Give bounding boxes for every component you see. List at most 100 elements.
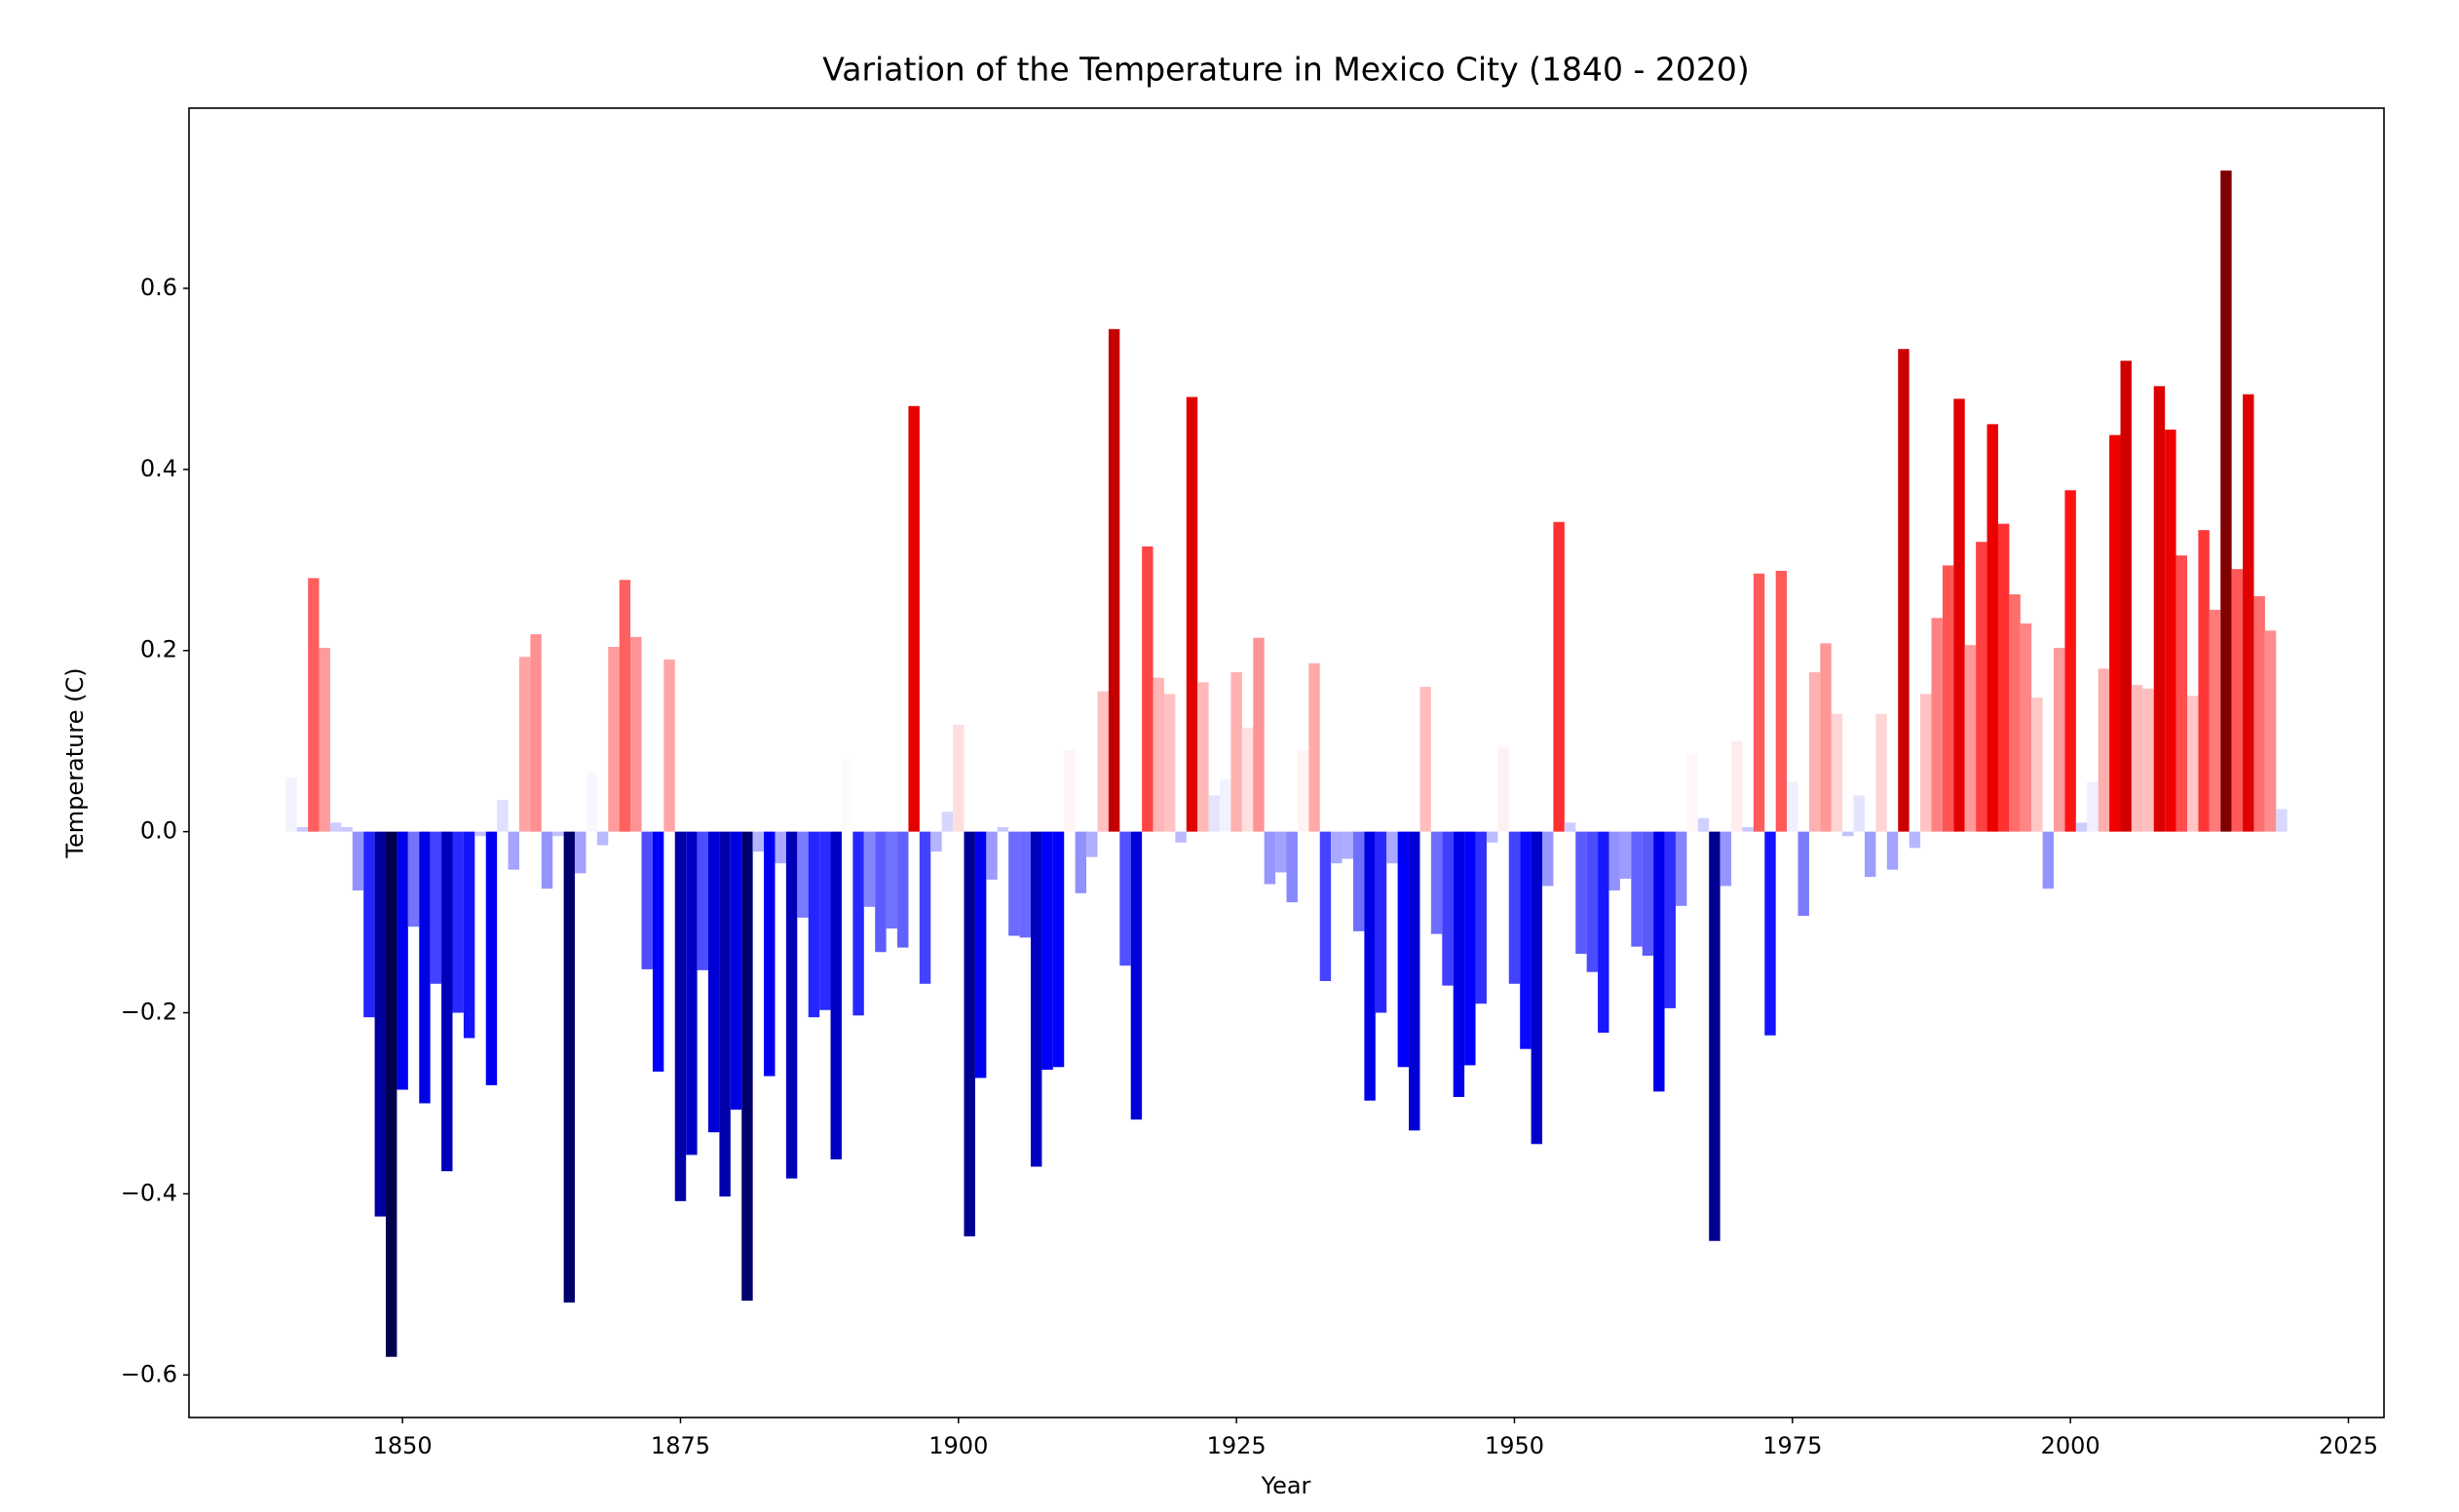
bar: [1186, 397, 1198, 832]
bar: [1808, 672, 1821, 832]
bar: [619, 580, 631, 832]
bar: [541, 831, 553, 889]
bar: [2253, 595, 2265, 832]
bar: [775, 831, 786, 864]
bar: [2243, 394, 2254, 832]
bar: [1720, 831, 1732, 887]
bar: [1542, 831, 1554, 887]
y-tick-label: −0.2: [121, 999, 177, 1026]
bar: [663, 660, 675, 832]
bar: [941, 812, 954, 832]
bar: [1709, 831, 1721, 1241]
bar: [2120, 360, 2132, 832]
bar: [1886, 831, 1899, 870]
bar: [1175, 831, 1187, 843]
bar: [1197, 682, 1209, 832]
bar: [1764, 831, 1776, 1036]
bar: [1264, 831, 1276, 885]
x-tick-label: 1850: [373, 1432, 433, 1459]
bar: [329, 822, 342, 832]
bar: [1163, 694, 1176, 832]
bar: [1108, 328, 1120, 832]
bar: [1675, 831, 1687, 906]
bar: [1831, 713, 1843, 832]
y-tick-label: −0.6: [121, 1360, 177, 1387]
bar: [441, 831, 453, 1172]
bar: [2075, 822, 2088, 832]
bar: [1742, 826, 1754, 832]
y-tick-label: −0.4: [121, 1179, 177, 1206]
bar: [1275, 831, 1287, 873]
bar: [2142, 688, 2154, 832]
bar: [819, 831, 831, 1010]
bar: [1064, 749, 1076, 832]
bar: [2087, 781, 2099, 832]
bar: [1497, 747, 1509, 832]
bar: [1230, 672, 1242, 832]
bar: [518, 657, 531, 832]
bar: [2165, 429, 2176, 832]
bar: [1664, 831, 1676, 1008]
bar: [1508, 831, 1521, 984]
bar: [1241, 727, 1254, 832]
bar: [841, 759, 853, 832]
bar: [1942, 565, 1954, 832]
bar: [1397, 831, 1410, 1068]
bar: [552, 831, 564, 837]
bar: [2231, 569, 2244, 832]
bar: [630, 636, 642, 832]
bar: [697, 831, 709, 970]
bar: [708, 831, 720, 1133]
bar: [1875, 713, 1887, 832]
bar: [1086, 831, 1098, 857]
bar: [308, 578, 320, 832]
bar: [652, 831, 664, 1072]
plot-frame: [188, 107, 2385, 1418]
bar: [852, 831, 864, 1016]
bar: [2031, 698, 2043, 832]
bar: [341, 826, 353, 832]
bar: [830, 831, 842, 1160]
bar: [2153, 386, 2166, 832]
bar: [886, 831, 898, 929]
bar: [2109, 435, 2121, 832]
bar: [1753, 573, 1765, 832]
y-tick-label: 0.6: [140, 274, 177, 301]
x-tick-label: 1900: [928, 1432, 988, 1459]
bar: [1575, 831, 1587, 955]
bar: [1920, 694, 1932, 832]
bar: [1409, 831, 1420, 1131]
bar: [1130, 831, 1143, 1120]
bar: [1119, 831, 1131, 966]
bar: [374, 831, 387, 1217]
bar: [1364, 831, 1376, 1101]
bar: [352, 831, 364, 891]
bar: [974, 831, 987, 1078]
bar: [1041, 831, 1053, 1071]
bar: [575, 831, 586, 874]
bar: [1019, 831, 1031, 938]
x-tick-label: 1875: [651, 1432, 710, 1459]
bar: [863, 831, 876, 907]
bar: [1686, 754, 1698, 832]
bar: [2264, 630, 2277, 832]
bar: [919, 831, 931, 984]
bar: [797, 831, 809, 918]
bar: [1731, 740, 1743, 832]
bar: [1386, 831, 1398, 864]
bar: [1864, 831, 1876, 878]
bar: [764, 831, 776, 1077]
bar: [1097, 691, 1109, 832]
x-tick-label: 1950: [1485, 1432, 1544, 1459]
bar: [1775, 570, 1788, 832]
bar: [1342, 831, 1353, 859]
bar: [1697, 817, 1710, 832]
bar: [1208, 795, 1221, 832]
x-axis-label: Year: [1261, 1472, 1311, 1499]
bar: [2131, 685, 2143, 832]
bar: [2276, 809, 2288, 832]
bar: [1030, 831, 1042, 1167]
bar: [285, 776, 297, 832]
bar: [1608, 831, 1620, 891]
